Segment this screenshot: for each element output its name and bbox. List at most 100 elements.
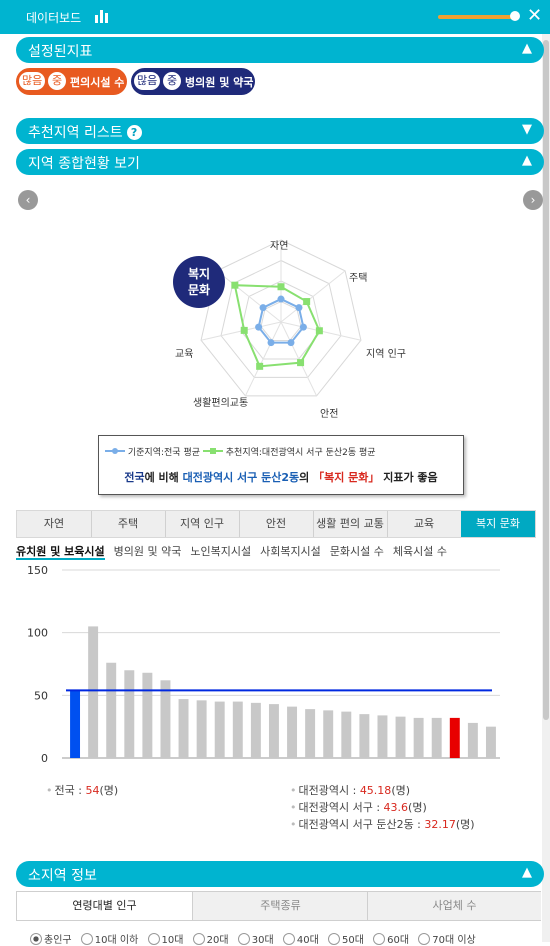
- tab-housing-type[interactable]: 주택종류: [192, 892, 368, 920]
- close-icon[interactable]: ✕: [527, 5, 543, 26]
- radio-50s[interactable]: 50대: [328, 933, 364, 946]
- subtab-elderly[interactable]: 노인복지시설: [190, 545, 252, 558]
- radar-grid-ring: [240, 280, 322, 360]
- section-title: 추천지역 리스트?: [28, 122, 142, 142]
- bar: [449, 717, 460, 758]
- radar-axis-line: [244, 321, 282, 397]
- section-set-indicators[interactable]: 설정된지표 ▲: [16, 37, 544, 63]
- radio-label: 50대: [342, 935, 364, 946]
- radio-icon: [418, 933, 431, 945]
- bar: [305, 709, 316, 758]
- subtab-hospital[interactable]: 병의원 및 약국: [113, 545, 182, 558]
- radio-icon: [237, 933, 250, 945]
- bar: [485, 726, 496, 758]
- radio-label: 10대 이하: [94, 935, 139, 946]
- radio-icon: [328, 933, 340, 945]
- radio-30s[interactable]: 30대: [237, 933, 274, 946]
- subtab-social[interactable]: 사회복지시설: [260, 545, 321, 558]
- tab-welfare-culture[interactable]: 복지 문화: [461, 511, 535, 537]
- bar: [359, 714, 370, 758]
- radar-series-recommended: [233, 284, 321, 368]
- y-tick-label: 0: [41, 752, 48, 765]
- weight-label: 중: [48, 72, 66, 90]
- radio-60s[interactable]: 60대: [373, 933, 409, 946]
- radar-axis-line: [216, 270, 282, 323]
- section-overview[interactable]: 지역 종합현황 보기 ▲: [16, 149, 544, 175]
- section-recommended-list[interactable]: 추천지역 리스트? ▼: [16, 118, 544, 144]
- subtab-sports[interactable]: 체육시설 수: [392, 545, 448, 558]
- stat-label: 대전광역시 :: [298, 784, 360, 797]
- bar: [413, 717, 424, 758]
- badge-line2: 문화: [187, 283, 211, 297]
- indicator-chip-convenience[interactable]: 많음 중 편의시설 수: [16, 68, 127, 95]
- radio-under10[interactable]: 10대 이하: [80, 933, 139, 946]
- radio-selected-icon: [30, 933, 42, 945]
- radar-point-baseline: [299, 323, 307, 331]
- stat-label: 대전광역시 서구 둔산2동 :: [298, 818, 425, 831]
- radar-label-transport: 생활편의교통: [193, 398, 249, 409]
- radar-legend: 기준지역:전국 평균 추천지역:대전광역시 서구 둔산2동 평균 전국에 비해 …: [98, 435, 464, 495]
- radar-point-baseline: [259, 304, 267, 312]
- bar: [178, 699, 189, 758]
- radio-label: 20대: [206, 935, 229, 946]
- bar: [467, 722, 478, 758]
- radio-icon: [80, 933, 93, 945]
- stat-dong: • 대전광역시 서구 둔산2동 : 32.17(명): [290, 818, 475, 831]
- radar-grid-ring: [220, 259, 342, 378]
- radio-20s[interactable]: 20대: [192, 933, 229, 946]
- tab-housing[interactable]: 주택: [91, 511, 166, 537]
- tab-population[interactable]: 지역 인구: [165, 511, 240, 537]
- radar-point-recommended: [256, 362, 264, 370]
- stat-national: • 전국 : 54(명): [46, 784, 119, 797]
- radio-icon: [147, 933, 160, 945]
- bar: [70, 690, 81, 758]
- bar: [232, 701, 243, 758]
- next-arrow-icon[interactable]: ›: [523, 190, 543, 210]
- summary-text1: 에 비해: [144, 471, 183, 484]
- radio-10s[interactable]: 10대: [147, 933, 183, 946]
- best-category-badge: 복지 문화: [173, 256, 225, 308]
- indicator-chip-hospital[interactable]: 많음 중 병의원 및 약국: [131, 68, 255, 95]
- radar-label-nature: 자연: [270, 241, 289, 252]
- radar-point-recommended: [240, 326, 248, 334]
- tab-nature[interactable]: 자연: [17, 511, 92, 537]
- summary-text3: 지표가 좋음: [379, 471, 438, 484]
- comparison-summary: 전국에 비해 대전광역시 서구 둔산2동의 「복지 문화」 지표가 좋음: [99, 469, 463, 485]
- subregion-tabs: 연령대별 인구 주택종류 사업체 수: [16, 891, 541, 921]
- section-subregion[interactable]: 소지역 정보 ▲: [16, 861, 544, 887]
- subcategory-tabs: 유치원 및 보육시설 병의원 및 약국 노인복지시설 사회복지시설 문화시설 수 체육시설…: [16, 543, 456, 560]
- tab-business-count[interactable]: 사업체 수: [367, 892, 541, 920]
- subtab-culture[interactable]: 문화시설 수: [329, 545, 384, 558]
- tab-safety[interactable]: 안전: [239, 511, 314, 537]
- radio-70plus[interactable]: 70대 이상: [418, 933, 476, 946]
- baseline-legend-icon: [105, 448, 125, 454]
- stat-value: 54: [85, 784, 100, 797]
- radio-label: 30대: [251, 935, 274, 946]
- y-tick-label: 100: [27, 627, 48, 640]
- radio-40s[interactable]: 40대: [282, 933, 319, 946]
- prev-arrow-icon[interactable]: ‹: [18, 190, 38, 210]
- tab-age-population[interactable]: 연령대별 인구: [17, 892, 192, 920]
- bar: [214, 701, 225, 758]
- bar: [88, 626, 99, 758]
- radar-axis-line: [280, 321, 318, 397]
- bar: [287, 706, 298, 758]
- slider-handle[interactable]: [510, 11, 520, 21]
- bar-chart-icon[interactable]: [95, 10, 109, 23]
- radar-label-population: 지역 인구: [366, 349, 406, 360]
- expand-down-icon[interactable]: ▼: [522, 122, 532, 137]
- y-tick-label: 150: [27, 564, 48, 577]
- collapse-up-icon[interactable]: ▲: [522, 41, 532, 56]
- collapse-up-icon[interactable]: ▲: [522, 865, 532, 880]
- opacity-slider[interactable]: [438, 15, 516, 19]
- collapse-up-icon[interactable]: ▲: [522, 153, 532, 168]
- scrollbar-thumb[interactable]: [543, 40, 549, 720]
- help-icon[interactable]: ?: [126, 125, 142, 140]
- radar-point-recommended: [315, 327, 323, 335]
- category-tabs: 자연 주택 지역 인구 안전 생활 편의 교통 교육 복지 문화: [16, 510, 536, 538]
- stat-unit: (명): [455, 818, 475, 831]
- tab-transport[interactable]: 생활 편의 교통: [313, 511, 388, 537]
- radio-total[interactable]: 총인구: [30, 933, 72, 946]
- section-title: 설정된지표: [28, 44, 93, 60]
- subtab-kindergarten[interactable]: 유치원 및 보육시설: [16, 545, 105, 560]
